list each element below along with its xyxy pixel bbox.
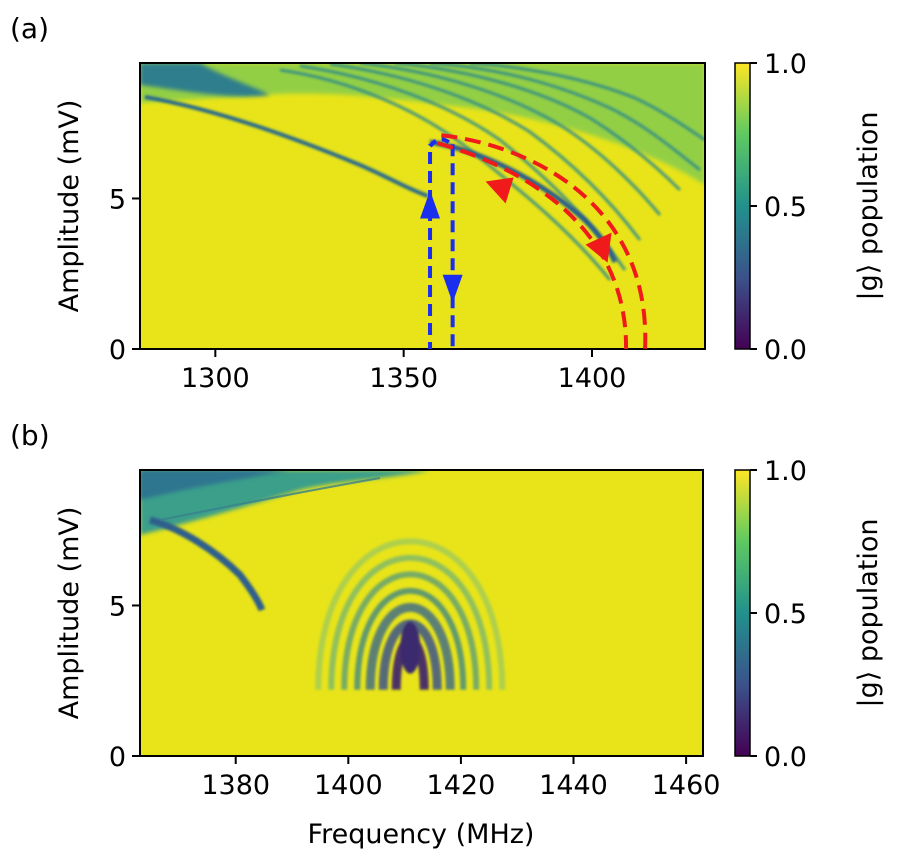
xtick-label: 1400 [558, 363, 627, 394]
colorbar-b-ticks: 0.0 0.5 1.0 [750, 456, 807, 773]
heatmap-b [139, 469, 704, 757]
heatmap-b-faint-line [159, 477, 381, 521]
heatmap-a-resonance-branch [144, 95, 429, 198]
colorbar-tick-label: 1.0 [764, 49, 807, 80]
axes-b-frame [139, 469, 704, 757]
colorbar-a: 0.0 0.5 1.0 |g⟩ population [734, 49, 884, 366]
colorbar-tick-label: 1.0 [764, 456, 807, 487]
ytick-label: 0 [109, 742, 126, 773]
ytick-label: 5 [109, 591, 126, 622]
xtick-label: 1300 [181, 363, 250, 394]
fringe-arc [354, 587, 467, 690]
xtick-label: 1400 [314, 770, 383, 801]
xtick-label: 1380 [201, 770, 270, 801]
xtick-label: 1460 [652, 770, 721, 801]
red-arrow-lower-right [585, 232, 612, 263]
red-arrow-upper-left [485, 177, 514, 204]
colorbar-a-gradient [734, 62, 751, 350]
colorbar-tick-label: 0.0 [764, 335, 807, 366]
colorbar-a-label: |g⟩ population [853, 111, 884, 300]
fringe-arc [315, 538, 506, 690]
heatmap-a-fringe-region [140, 63, 705, 185]
colorbar-tick-label: 0.5 [764, 599, 807, 630]
colorbar-b: 0.0 0.5 1.0 |g⟩ population [734, 456, 884, 773]
fringe-core [400, 621, 421, 674]
fringe-arc [328, 555, 493, 690]
xlabel-b: Frequency (MHz) [308, 819, 535, 850]
axes-a-frame [139, 62, 706, 350]
colorbar-tick-label: 0.5 [764, 192, 807, 223]
colorbar-tick-label: 0.0 [764, 742, 807, 773]
red-dashed-inner-curve [437, 141, 628, 349]
panel-label-a: (a) [10, 12, 49, 45]
panel-label-b: (b) [10, 419, 50, 452]
heatmap-b-fringes [315, 538, 506, 690]
colorbar-b-gradient [734, 469, 751, 757]
colorbar-a-ticks: 0.0 0.5 1.0 [750, 49, 807, 366]
heatmap-a [139, 62, 706, 350]
heatmap-b-left-branch [149, 516, 266, 612]
heatmap-a-dark-corner [140, 63, 270, 97]
heatmap-b-top-left-region [140, 470, 430, 535]
axes-b: 1380 1400 1420 1440 1460 0 5 [109, 591, 721, 801]
ylabel-a: Amplitude (mV) [54, 100, 85, 313]
fringe-arc [365, 602, 455, 690]
heatmap-b-dark-corner [140, 470, 290, 500]
blue-dashed-turn [428, 137, 455, 148]
red-dashed-outer-curve [441, 133, 648, 349]
axes-a: 1300 1350 1400 0 5 [109, 184, 627, 394]
fringe-arc [341, 571, 480, 690]
blue-arrow-up [420, 190, 441, 219]
ylabel-b: Amplitude (mV) [54, 507, 85, 720]
xtick-label: 1420 [427, 770, 496, 801]
xtick-label: 1350 [369, 363, 438, 394]
colorbar-b-label: |g⟩ population [853, 518, 884, 707]
xtick-label: 1440 [539, 770, 608, 801]
ytick-label: 0 [109, 335, 126, 366]
ytick-label: 5 [109, 184, 126, 215]
blue-arrow-down [442, 274, 463, 303]
annotations-a [420, 133, 648, 349]
